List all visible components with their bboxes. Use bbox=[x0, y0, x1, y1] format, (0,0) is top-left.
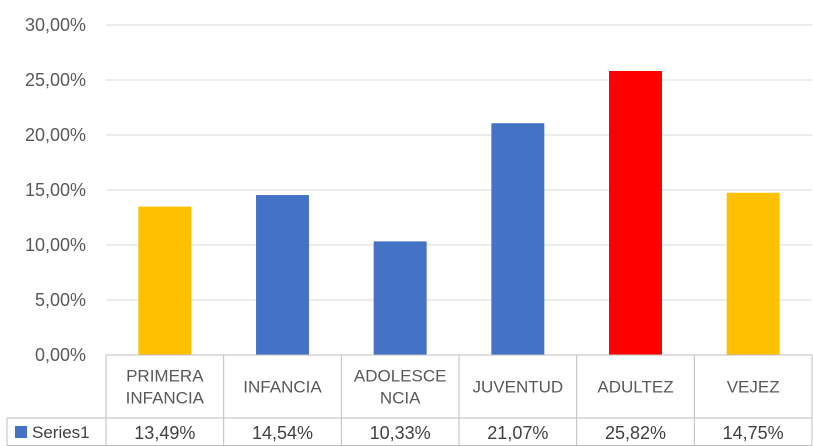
legend-label: Series1 bbox=[32, 423, 90, 442]
x-category-label: PRIMERA bbox=[126, 367, 204, 386]
x-category-label: ADOLESCE bbox=[354, 367, 447, 386]
bar bbox=[491, 123, 545, 355]
bar bbox=[609, 70, 662, 355]
x-category-label: ADULTEZ bbox=[597, 378, 673, 397]
data-table-value: 14,75% bbox=[723, 423, 784, 443]
bar bbox=[726, 192, 780, 355]
data-table-value: 13,49% bbox=[134, 423, 195, 443]
x-category-label: INFANCIA bbox=[243, 378, 322, 397]
data-table-value: 25,82% bbox=[605, 423, 666, 443]
bar bbox=[373, 241, 427, 355]
bar bbox=[138, 206, 192, 355]
y-tick-label: 20,00% bbox=[25, 125, 86, 145]
x-category-label: JUVENTUD bbox=[472, 378, 563, 397]
data-table-value: 21,07% bbox=[487, 423, 548, 443]
data-table-value: 14,54% bbox=[252, 423, 313, 443]
legend-swatch bbox=[15, 426, 27, 438]
y-tick-label: 15,00% bbox=[25, 180, 86, 200]
y-tick-label: 10,00% bbox=[25, 235, 86, 255]
y-tick-label: 30,00% bbox=[25, 15, 86, 35]
data-table-value: 10,33% bbox=[370, 423, 431, 443]
y-tick-label: 25,00% bbox=[25, 70, 86, 90]
y-tick-label: 0,00% bbox=[35, 345, 86, 365]
x-category-label: NCIA bbox=[380, 389, 421, 408]
x-category-label: VEJEZ bbox=[727, 378, 780, 397]
x-category-label: INFANCIA bbox=[126, 389, 205, 408]
bar bbox=[256, 195, 309, 355]
y-tick-label: 5,00% bbox=[35, 290, 86, 310]
